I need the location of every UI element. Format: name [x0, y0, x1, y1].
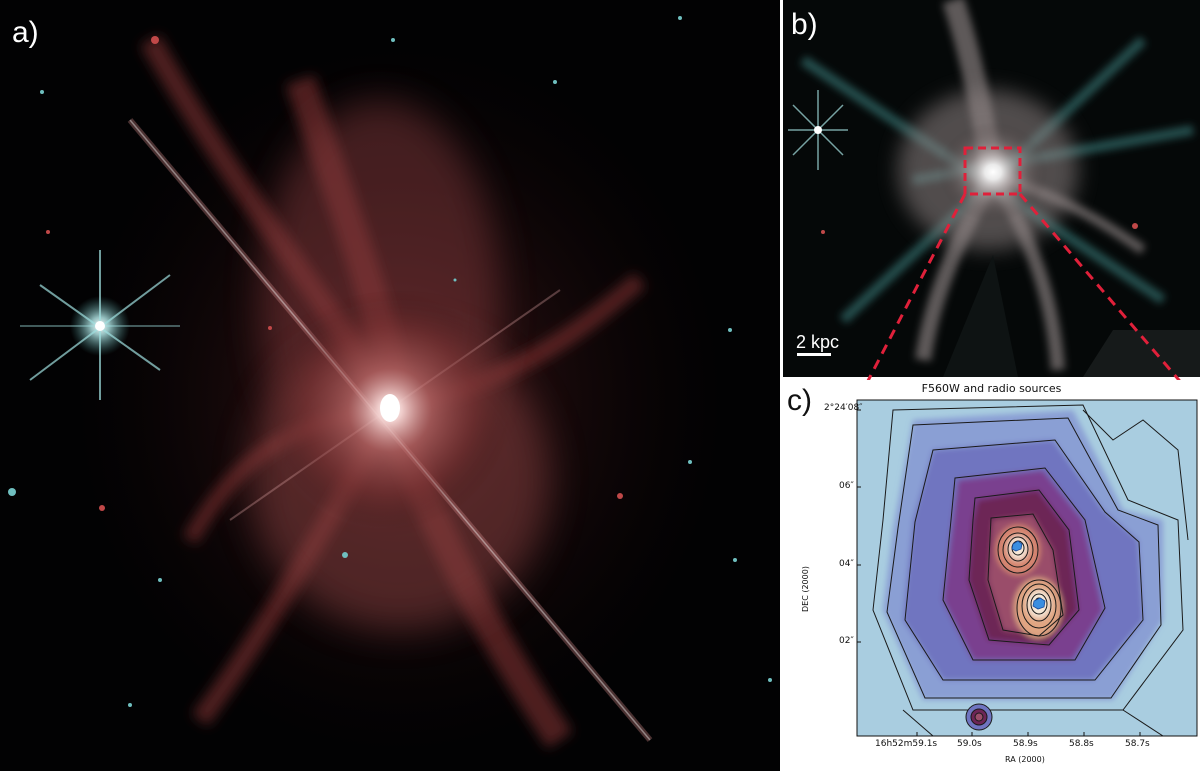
scale-bar-label: 2 kpc [796, 332, 840, 352]
y-tick-label: 06″ [839, 481, 854, 491]
panel-b-label: b) [791, 8, 818, 41]
panel-b-galaxy-image [788, 0, 1200, 377]
radio-source-south [1032, 597, 1046, 610]
contour-map [856, 399, 1198, 737]
x-tick-label: 58.7s [1125, 739, 1150, 749]
y-tick-label: 04″ [839, 559, 854, 569]
panel-c-contour-plot: F560W and radio sources [783, 380, 1200, 771]
y-tick-label: 02″ [839, 636, 854, 646]
x-tick-label: 58.9s [1013, 739, 1038, 749]
panel-a-star [20, 250, 180, 400]
zoom-region-box [963, 146, 1022, 196]
plot-title: F560W and radio sources [921, 382, 1062, 395]
panel-a-image: a) [0, 0, 780, 771]
panel-a-label: a) [12, 16, 39, 49]
scale-bar [797, 353, 831, 356]
x-tick-label: 16h52m59.1s [875, 739, 938, 749]
panel-a-galaxy-image [8, 16, 772, 760]
plot-frame [856, 399, 1198, 737]
radio-source-north [1011, 540, 1023, 552]
y-axis-label: DEC (2000) [801, 566, 810, 612]
x-tick-label: 58.8s [1069, 739, 1094, 749]
x-axis-label: RA (2000) [1005, 755, 1045, 764]
panel-b-image: b) 2 kpc [783, 0, 1200, 377]
panel-b-star [788, 90, 848, 170]
y-tick-label: 2°24′08″ [824, 403, 863, 413]
panel-c-label: c) [787, 384, 812, 417]
x-tick-label: 59.0s [957, 739, 982, 749]
secondary-source [965, 703, 993, 731]
